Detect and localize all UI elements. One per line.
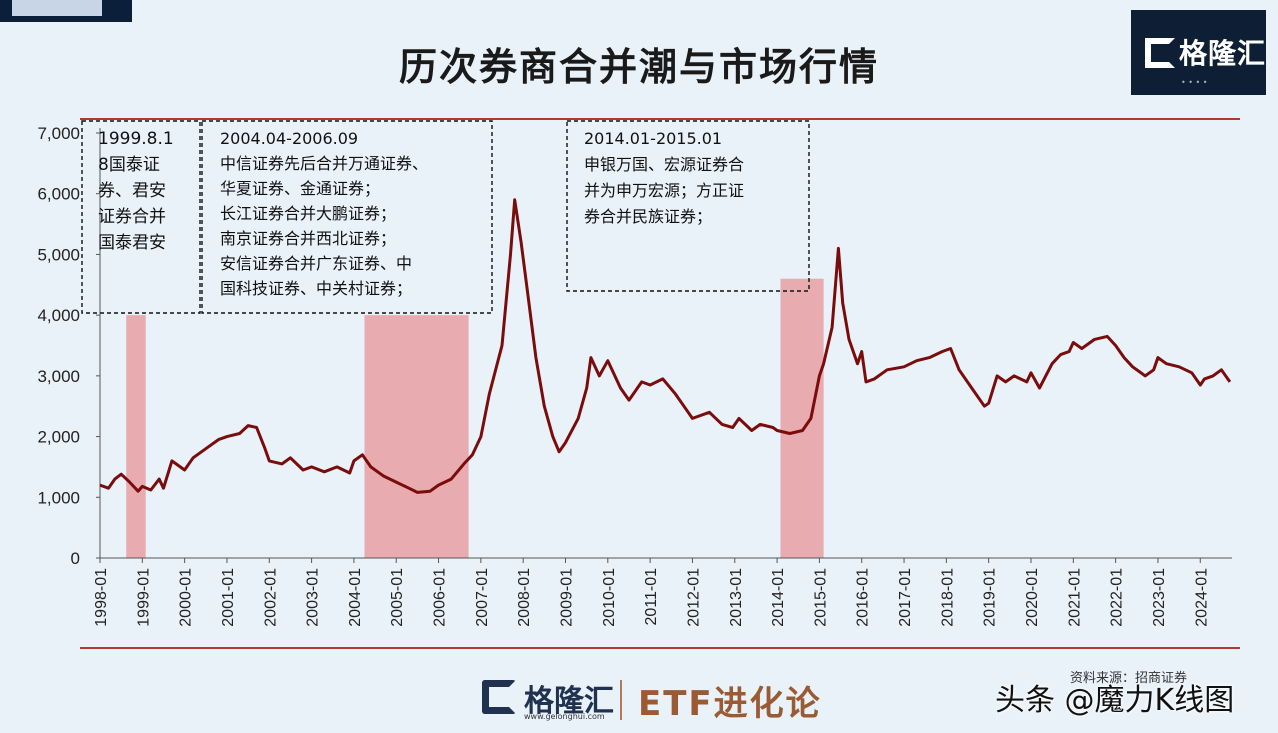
y-tick-label: 5,000 — [37, 245, 80, 264]
y-tick-label: 4,000 — [37, 306, 80, 325]
annotation-line: 国泰君安 — [98, 233, 166, 253]
y-tick-label: 3,000 — [37, 367, 80, 386]
annotation-line: 券合并民族证券； — [584, 207, 712, 226]
shaded-periods — [126, 278, 824, 558]
corner-tab-inner — [12, 0, 102, 16]
source-note: 资料来源：招商证券 — [1070, 671, 1188, 686]
brand-dots: • • • • — [1181, 78, 1208, 87]
y-tick-label: 2,000 — [37, 428, 80, 447]
annotation-line: 长江证券合并大鹏证券； — [220, 204, 396, 223]
brand-mark-footer-icon — [482, 680, 516, 714]
x-tick-label: 2018-01 — [939, 568, 956, 627]
x-tick-label: 2001-01 — [220, 568, 237, 627]
x-tick-labels: 1998-01 1999-01 2000-01 2001-01 2002-01 2003-… — [93, 568, 1210, 627]
x-tick-label: 2023-01 — [1151, 568, 1168, 627]
annotation-line: 安信证券合并广东证券、中 — [220, 254, 412, 273]
x-tick-label: 2017-01 — [897, 568, 914, 627]
annotation-box-2 — [201, 120, 493, 314]
x-tick-label: 2011-01 — [643, 568, 660, 626]
y-tick-label: 1,000 — [37, 488, 80, 507]
series-group — [99, 198, 1232, 494]
x-tick-label: 2020-01 — [1024, 568, 1041, 627]
footer-separator — [620, 680, 622, 720]
brand-name-top: 格隆汇 — [1179, 37, 1267, 70]
x-tick-label: 2012-01 — [685, 568, 702, 627]
annotation-line: 券、君安 — [98, 181, 166, 201]
annotation-line: 中信证券先后合并万通证券、 — [220, 154, 428, 173]
shaded-period-1 — [126, 315, 146, 558]
shaded-period-2 — [364, 315, 469, 558]
x-tick-label: 1998-01 — [93, 568, 110, 627]
annotation-box-3 — [566, 120, 810, 292]
brand-name-footer: 格隆汇 — [524, 684, 614, 719]
annotation-line: 华夏证券、金通证券； — [220, 179, 380, 198]
annotation-line: 证券合并 — [98, 207, 166, 227]
y-tick-label: 0 — [71, 549, 80, 568]
x-tick-label: 2006-01 — [432, 568, 449, 627]
chart-title: 历次券商合并潮与市场行情 — [398, 45, 879, 89]
x-tick-label: 2021-01 — [1066, 568, 1083, 627]
annotation-line: 2004.04-2006.09 — [220, 129, 358, 148]
brand-logo-top: 格隆汇 • • • • — [1131, 10, 1266, 95]
x-tick-label: 2008-01 — [516, 568, 533, 627]
series-line-1 — [99, 198, 1232, 494]
annotation-line: 并为申万宏源；方正证 — [584, 181, 744, 200]
x-tick-label: 2015-01 — [812, 568, 829, 627]
watermark: 头条 @魔力K线图 — [995, 683, 1235, 718]
x-tick-label: 2016-01 — [855, 568, 872, 627]
x-tick-label: 2004-01 — [347, 568, 364, 627]
annotation-line: 国科技证券、中关村证券； — [220, 279, 412, 298]
x-tick-label: 2010-01 — [601, 568, 618, 627]
x-tick-label: 2019-01 — [982, 568, 999, 627]
annotation-line: 2014.01-2015.01 — [584, 129, 722, 148]
x-tick-label: 2005-01 — [389, 568, 406, 627]
footer-product: ETF进化论 — [638, 684, 822, 724]
x-tick-label: 2007-01 — [474, 568, 491, 627]
annotation-line: 申银万国、宏源证券合 — [584, 155, 744, 174]
corner-tab — [0, 0, 132, 22]
annotation-line: 南京证券合并西北证券； — [220, 229, 396, 248]
x-tick-label: 1999-01 — [135, 568, 152, 627]
annotation-box-1 — [81, 120, 201, 314]
brand-mark-icon — [1145, 38, 1175, 68]
brand-url: www.gelonghui.com — [524, 712, 605, 721]
x-tick-label: 2022-01 — [1109, 568, 1126, 627]
x-tick-label: 2003-01 — [305, 568, 322, 627]
x-tick-label: 2000-01 — [178, 568, 195, 627]
chart-rules — [80, 118, 1240, 649]
x-tick-label: 2009-01 — [558, 568, 575, 627]
y-tick-label: 7,000 — [37, 124, 80, 143]
annotation-line: 1999.8.1 — [98, 129, 174, 149]
y-tick-label: 6,000 — [37, 185, 80, 204]
y-tick-labels: 0 1,000 2,000 3,000 4,000 5,000 6,000 7,000 — [37, 124, 80, 568]
x-tick-label: 2013-01 — [728, 568, 745, 627]
x-tick-label: 2002-01 — [262, 568, 279, 627]
shaded-period-3 — [780, 278, 824, 558]
annotation-line: 8国泰证 — [98, 155, 160, 175]
x-tick-label: 2024-01 — [1193, 568, 1210, 627]
x-tick-label: 2014-01 — [770, 568, 787, 627]
